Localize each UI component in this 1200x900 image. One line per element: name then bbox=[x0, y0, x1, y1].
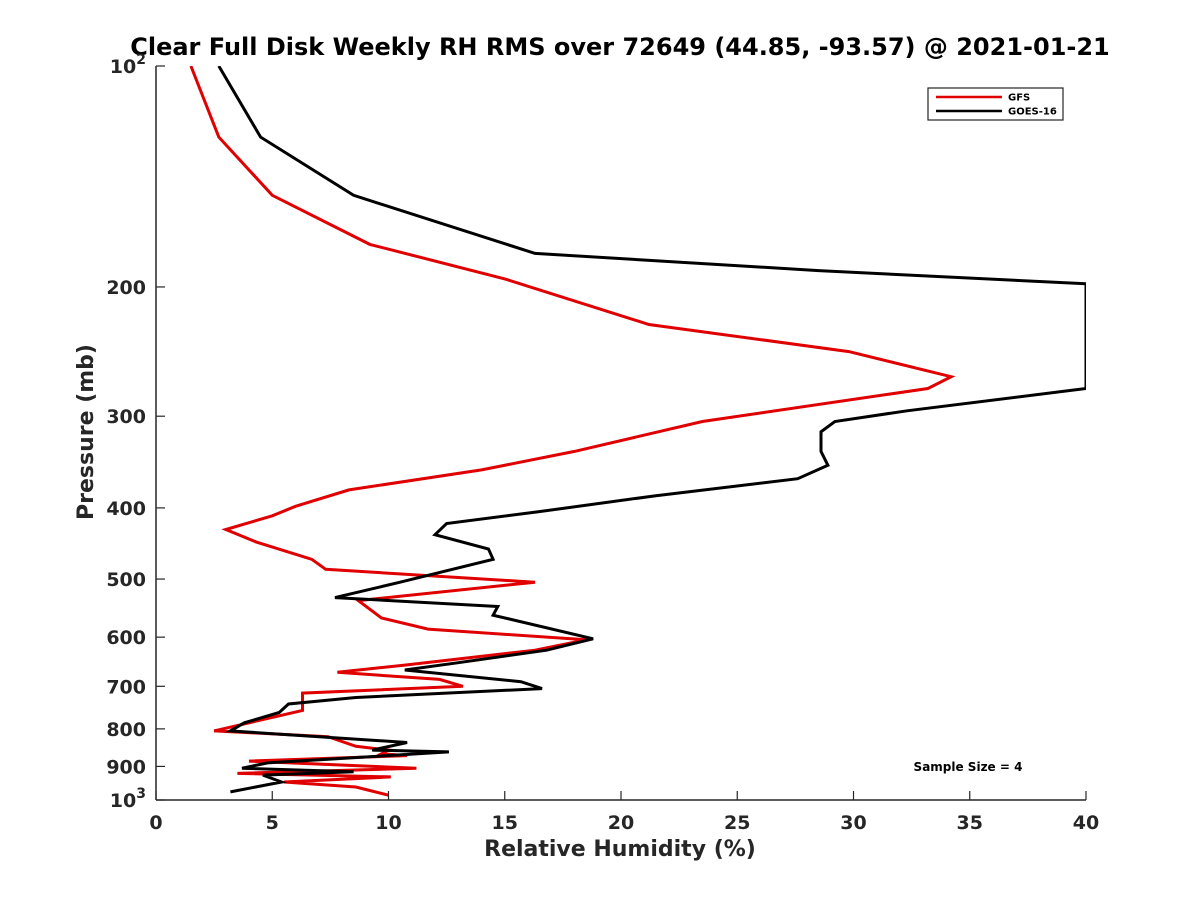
x-tick-label: 30 bbox=[840, 812, 866, 834]
y-tick-label: 103 bbox=[110, 786, 146, 812]
x-tick-label: 35 bbox=[957, 812, 983, 834]
y-tick-label: 700 bbox=[106, 676, 146, 698]
y-tick-label: 600 bbox=[106, 627, 146, 649]
legend-label-0: GFS bbox=[1008, 93, 1030, 104]
chart-title: Clear Full Disk Weekly RH RMS over 72649… bbox=[130, 33, 1110, 61]
x-tick-label: 15 bbox=[492, 812, 518, 834]
y-tick-label: 500 bbox=[106, 569, 146, 591]
series-line-1 bbox=[217, 66, 1086, 794]
x-tick-label: 20 bbox=[608, 812, 634, 834]
legend: GFS GOES-16 bbox=[927, 87, 1064, 121]
y-axis-label: Pressure (mb) bbox=[74, 344, 99, 520]
y-tick-label: 102 bbox=[110, 52, 146, 78]
x-tick-label: 40 bbox=[1073, 812, 1099, 834]
plot-area bbox=[189, 66, 1086, 797]
x-axis-label: Relative Humidity (%) bbox=[484, 837, 756, 862]
y-tick-label: 900 bbox=[106, 756, 146, 778]
x-tick-label: 5 bbox=[266, 812, 279, 834]
x-tick-label: 25 bbox=[724, 812, 750, 834]
y-tick-label: 200 bbox=[106, 277, 146, 299]
x-tick-label: 0 bbox=[149, 812, 162, 834]
legend-label-1: GOES-16 bbox=[1008, 107, 1057, 118]
x-axis: 0 5 10 15 20 25 30 35 40 bbox=[149, 791, 1099, 834]
y-tick-label: 400 bbox=[106, 498, 146, 520]
y-tick-label: 300 bbox=[106, 406, 146, 428]
y-axis: 102 200 300 400 500 600 700 800 900 103 bbox=[106, 52, 165, 812]
legend-box bbox=[927, 87, 1064, 121]
y-tick-label: 800 bbox=[106, 719, 146, 741]
sample-size-annotation: Sample Size = 4 bbox=[914, 760, 1023, 774]
x-tick-label: 10 bbox=[375, 812, 401, 834]
